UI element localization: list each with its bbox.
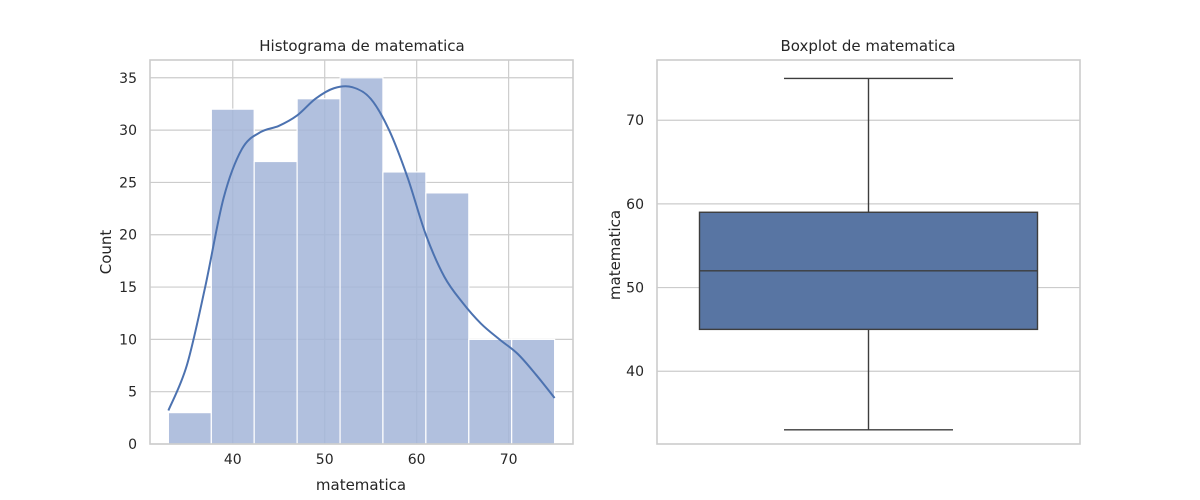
histogram-bar bbox=[210, 108, 255, 445]
y-tick-label: 60 bbox=[626, 197, 644, 213]
histogram-bar bbox=[339, 77, 384, 445]
y-tick-label: 25 bbox=[119, 175, 137, 191]
histogram-bar bbox=[167, 412, 212, 445]
boxplot-y-ticks: 40 50 60 70 bbox=[626, 113, 644, 380]
histogram-x-ticks: 40 50 60 70 bbox=[224, 452, 518, 468]
histogram-bars bbox=[167, 77, 556, 445]
y-tick-label: 15 bbox=[119, 280, 137, 296]
x-tick-label: 40 bbox=[224, 452, 242, 468]
boxplot-title: Boxplot de matematica bbox=[780, 37, 955, 55]
boxplot-marks bbox=[698, 77, 1039, 431]
histogram-frame bbox=[149, 59, 574, 445]
y-tick-label: 30 bbox=[119, 123, 137, 139]
y-tick-label: 5 bbox=[128, 385, 137, 401]
y-tick-label: 35 bbox=[119, 71, 137, 87]
x-tick-label: 60 bbox=[408, 452, 426, 468]
y-tick-label: 10 bbox=[119, 332, 137, 348]
boxplot-frame bbox=[656, 59, 1081, 445]
histogram-title: Histograma de matematica bbox=[259, 37, 465, 55]
histogram-panel: Histograma de matematica 40 50 60 70 0 5 10 15… bbox=[97, 37, 574, 494]
histogram-bar bbox=[382, 171, 427, 445]
y-tick-label: 50 bbox=[626, 281, 644, 297]
y-tick-label: 40 bbox=[626, 364, 644, 380]
x-tick-label: 50 bbox=[316, 452, 334, 468]
histogram-bar bbox=[253, 160, 298, 445]
histogram-y-ticks: 0 5 10 15 20 25 30 35 bbox=[119, 71, 137, 453]
histogram-x-label: matematica bbox=[316, 476, 406, 494]
boxplot-y-label: matematica bbox=[606, 210, 624, 300]
histogram-bar bbox=[511, 338, 556, 445]
histogram-bar bbox=[468, 338, 513, 445]
histogram-y-label: Count bbox=[97, 230, 115, 275]
y-tick-label: 0 bbox=[128, 437, 137, 453]
histogram-bar bbox=[296, 98, 341, 445]
boxplot-panel: Boxplot de matematica 40 50 60 70 matematic… bbox=[606, 37, 1081, 445]
y-tick-label: 20 bbox=[119, 228, 137, 244]
y-tick-label: 70 bbox=[626, 113, 644, 129]
x-tick-label: 70 bbox=[500, 452, 518, 468]
histogram-bar bbox=[425, 192, 470, 445]
kde-line bbox=[167, 85, 556, 411]
